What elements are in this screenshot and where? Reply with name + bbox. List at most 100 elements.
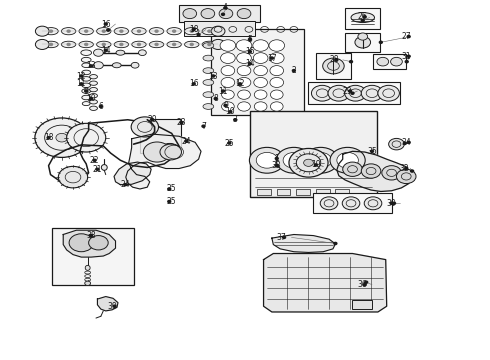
Circle shape [90,234,93,237]
Polygon shape [272,234,335,252]
Ellipse shape [112,63,121,68]
Circle shape [343,162,362,176]
Text: 17: 17 [267,54,277,63]
Circle shape [303,147,338,173]
Text: 36: 36 [357,280,367,289]
Text: 14: 14 [245,59,255,68]
Circle shape [361,164,381,178]
Polygon shape [114,162,151,185]
Circle shape [221,77,235,87]
Text: 4: 4 [223,3,228,12]
Circle shape [248,39,251,41]
Text: 23: 23 [177,118,186,127]
Ellipse shape [79,41,94,48]
Circle shape [139,50,147,55]
Text: 37: 37 [277,233,287,242]
Text: 19: 19 [311,161,320,170]
Ellipse shape [114,41,128,48]
Ellipse shape [185,41,199,48]
Text: 18: 18 [189,25,198,34]
Text: 16: 16 [101,19,111,28]
Circle shape [224,7,227,9]
Ellipse shape [97,41,111,48]
Circle shape [407,55,410,57]
Polygon shape [98,297,118,311]
Circle shape [293,69,295,72]
Ellipse shape [90,94,98,98]
Ellipse shape [82,63,91,68]
Circle shape [220,40,236,51]
Circle shape [378,85,399,101]
Text: 35: 35 [367,147,377,156]
Bar [257,189,271,195]
Circle shape [56,134,68,142]
Circle shape [80,75,83,77]
Text: 38: 38 [86,231,96,240]
Circle shape [192,83,195,85]
Circle shape [270,57,273,59]
Ellipse shape [90,106,98,111]
Circle shape [211,40,225,49]
Circle shape [160,144,181,160]
Text: 15: 15 [245,47,255,56]
Circle shape [236,40,252,51]
Circle shape [237,9,251,19]
Circle shape [351,92,354,94]
Ellipse shape [90,75,98,79]
Text: 22: 22 [90,156,99,165]
Text: 11: 11 [218,86,228,95]
Text: 5: 5 [247,35,252,44]
Circle shape [85,281,91,285]
Circle shape [348,90,351,92]
Circle shape [168,188,171,190]
Bar [345,33,380,51]
Bar [296,189,310,195]
Circle shape [330,147,365,173]
Circle shape [220,53,235,63]
Circle shape [310,152,331,168]
Circle shape [221,90,224,92]
Circle shape [270,66,284,76]
Circle shape [396,169,416,184]
Circle shape [120,43,123,45]
Bar [373,54,406,69]
Circle shape [315,164,318,166]
Bar [179,5,260,22]
Circle shape [249,147,285,173]
Circle shape [208,43,211,45]
Text: 10: 10 [225,107,235,116]
Ellipse shape [97,28,111,35]
Circle shape [304,159,314,166]
Circle shape [407,36,410,38]
Circle shape [377,57,389,66]
Circle shape [237,53,251,63]
Text: 26: 26 [357,12,367,21]
Circle shape [411,170,414,172]
Bar [316,53,351,79]
Circle shape [289,148,328,177]
Text: 24: 24 [121,180,130,189]
Text: 6: 6 [98,102,103,111]
Circle shape [190,43,193,45]
Circle shape [67,123,106,152]
Circle shape [35,40,49,49]
Circle shape [138,30,141,32]
Polygon shape [126,134,201,189]
Ellipse shape [81,57,91,62]
Bar [308,82,400,104]
Circle shape [323,58,344,74]
Bar [184,21,255,36]
Circle shape [234,119,237,121]
Circle shape [365,281,368,283]
Circle shape [159,143,180,159]
Circle shape [214,98,217,100]
Circle shape [49,43,52,45]
Circle shape [270,53,284,63]
Ellipse shape [44,41,58,48]
Circle shape [192,28,195,31]
Circle shape [254,102,267,111]
Ellipse shape [90,81,98,85]
Circle shape [363,16,366,18]
Ellipse shape [167,41,181,48]
Circle shape [405,60,408,63]
